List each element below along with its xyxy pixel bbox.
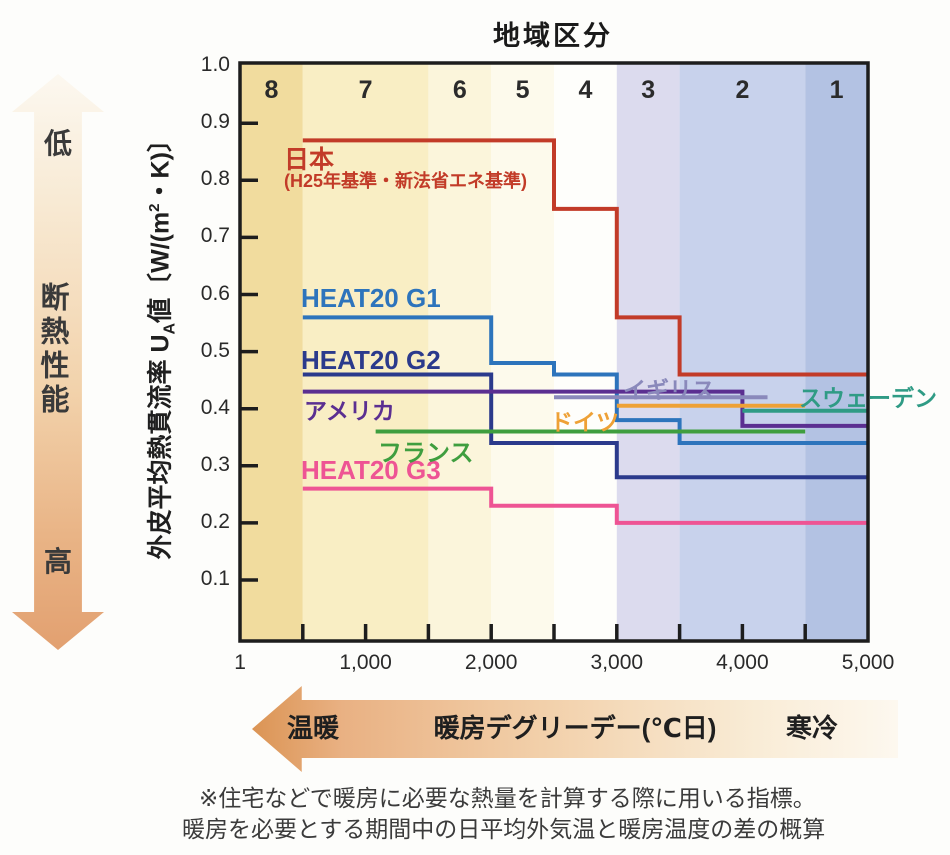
y-axis-title-unit-end: ・K)〕 (146, 127, 175, 204)
warm-label: 温暖 (287, 713, 340, 743)
y-tick-label-0.4: 0.4 (200, 395, 230, 419)
zone-number-5: 5 (515, 76, 530, 104)
x-tick-label-1,000: 1,000 (339, 651, 392, 674)
series-label-uk: イギリス (623, 377, 715, 403)
series-line-japan (302, 138, 868, 377)
zone-number-2: 2 (735, 76, 750, 104)
zone-number-8: 8 (264, 76, 279, 104)
series-label-usa: アメリカ (304, 398, 395, 424)
y-tick-label-0.5: 0.5 (200, 338, 230, 362)
y-tick-label-1.0: 1.0 (200, 53, 230, 77)
degree-day-axis-label: 暖房デグリーデー(℃日) (433, 713, 717, 743)
series-label-heat20-g1: HEAT20 G1 (301, 283, 441, 313)
series-label-heat20-g2: HEAT20 G2 (301, 345, 441, 375)
x-tick-label-4,000: 4,000 (716, 651, 769, 674)
y-axis-title-superscript: 2 (146, 203, 164, 212)
chart-title: 地域区分 (493, 21, 613, 51)
y-tick-label-0.6: 0.6 (200, 281, 230, 305)
y-tick-label-0.2: 0.2 (200, 509, 230, 533)
zone-number-3: 3 (641, 76, 656, 104)
y-axis-title-text: 外皮平均熱貫流率 U (146, 334, 175, 560)
zone-band-1 (805, 63, 868, 641)
series-line-heat20-g2 (302, 372, 868, 480)
y-axis-title-unit: 値〔W/(m (146, 211, 175, 323)
series-label-france: フランス (378, 440, 474, 467)
y-tick-label-0.1: 0.1 (200, 567, 230, 590)
series-sublabel-japan: (H25年基準・新法省エネ基準) (284, 171, 528, 191)
series-label-japan: 日本 (284, 146, 335, 174)
x-tick-label-2,000: 2,000 (464, 651, 518, 674)
series-label-germany: ドイツ (550, 409, 619, 435)
plot-border (238, 61, 870, 643)
zone-band-4 (554, 63, 617, 641)
y-tick-label-0.9: 0.9 (200, 110, 230, 134)
x-tick-label-5,000: 5,000 (841, 651, 895, 674)
y-tick-label-0.7: 0.7 (200, 224, 230, 248)
performance-low-label: 低 (43, 128, 72, 159)
zone-number-7: 7 (358, 76, 373, 104)
y-tick-label-0.8: 0.8 (200, 167, 230, 191)
x-tick-label-3,000: 3,000 (590, 651, 644, 674)
zone-number-1: 1 (829, 76, 844, 104)
series-label-heat20-g3: HEAT20 G3 (301, 455, 441, 485)
performance-high-label: 高 (43, 546, 72, 577)
series-label-sweden: スウェーデン (799, 385, 937, 411)
zone-number-6: 6 (452, 76, 467, 104)
x-tick-label-1: 1 (234, 651, 246, 674)
cold-label: 寒冷 (786, 713, 839, 743)
insulation-performance-label: 断熱性能 (36, 282, 68, 418)
series-line-heat20-g3 (302, 486, 868, 525)
y-axis-title: 外皮平均熱貫流率 UA値〔W/(m2・K)〕 (141, 127, 180, 560)
y-axis-title-subscript: A (161, 322, 179, 335)
zone-number-4: 4 (578, 76, 593, 104)
zone-band-2 (679, 63, 806, 641)
footnote-line-2: 暖房を必要とする期間中の日平均外気温と暖房温度の差の概算 (182, 816, 826, 842)
footnote-line-1: ※住宅などで暖房に必要な熱量を計算する際に用いる指標。 (199, 785, 816, 811)
y-tick-label-0.3: 0.3 (200, 452, 230, 476)
degree-day-arrow (252, 686, 898, 772)
zone-band-5 (491, 63, 554, 641)
zone-band-7 (302, 63, 429, 641)
zone-band-3 (616, 63, 680, 641)
zone-band-6 (428, 63, 492, 641)
